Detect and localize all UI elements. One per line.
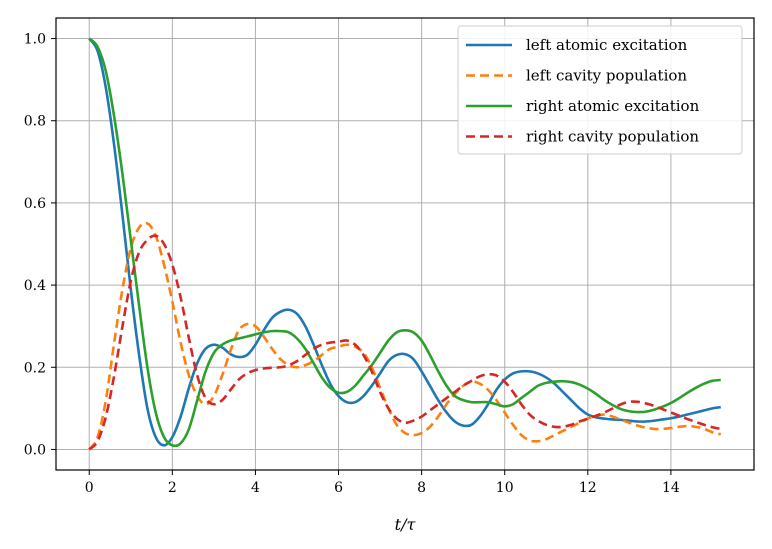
legend-label: right atomic excitation — [526, 97, 700, 115]
ticks: 0 2 4 6 8 10 12 14 0.0 0.2 0.4 0.6 0.8 1.0 — [24, 32, 680, 496]
legend-label: left cavity population — [526, 67, 687, 85]
y-tick-label: 0.4 — [24, 278, 46, 294]
x-tick-label: 12 — [579, 480, 597, 496]
y-tick-label: 0.0 — [24, 442, 46, 458]
series-line-1 — [88, 221, 722, 451]
y-tick-label: 1.0 — [24, 32, 46, 48]
x-tick-label: 2 — [168, 480, 177, 496]
x-tick-label: 6 — [334, 480, 343, 496]
x-tick-label: 14 — [662, 480, 680, 496]
legend: left atomic excitation left cavity popula… — [457, 25, 743, 155]
legend-box — [457, 25, 743, 155]
y-tick-label: 0.8 — [24, 114, 46, 130]
y-tick-label: 0.2 — [24, 360, 46, 376]
x-axis-label: t/τ — [395, 515, 417, 534]
legend-label: left atomic excitation — [526, 36, 688, 54]
x-tick-label: 8 — [417, 480, 426, 496]
x-tick-label: 10 — [496, 480, 514, 496]
series-line-2 — [88, 37, 721, 448]
series-line-0 — [88, 37, 721, 447]
series-lines — [88, 37, 722, 451]
legend-label: right cavity population — [526, 128, 699, 146]
series-line-3 — [88, 234, 722, 451]
y-tick-label: 0.6 — [24, 196, 46, 212]
plot-frame — [55, 17, 755, 471]
x-tick-label: 4 — [251, 480, 260, 496]
x-tick-label: 0 — [85, 480, 94, 496]
